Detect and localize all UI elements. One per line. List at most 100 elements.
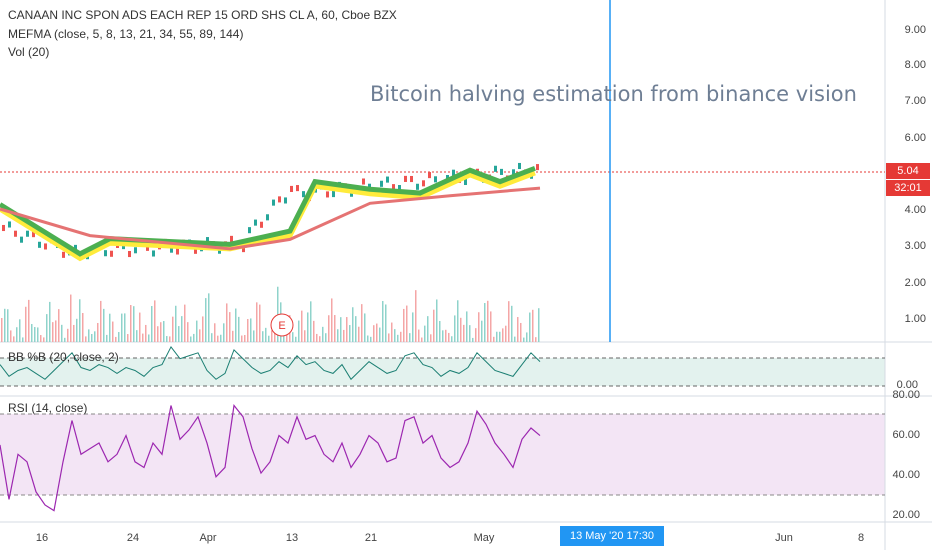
volume-bar (532, 309, 534, 342)
volume-bar (115, 336, 117, 342)
volume-bar (64, 337, 66, 342)
volume-bar (433, 309, 435, 342)
volume-bar (535, 337, 537, 342)
volume-bar (370, 336, 372, 342)
rsi-legend[interactable]: RSI (14, close) (8, 401, 88, 415)
candle (110, 250, 113, 257)
volume-bar (493, 336, 495, 342)
candle (428, 172, 431, 179)
volume-bar (517, 317, 519, 342)
volume-bar (1, 318, 3, 342)
chart-annotation-text[interactable]: Bitcoin halving estimation from binance … (370, 82, 857, 106)
volume-bar (118, 332, 120, 342)
candle (410, 175, 413, 183)
volume-bar (394, 329, 396, 342)
mefma-legend[interactable]: MEFMA (close, 5, 8, 13, 21, 34, 55, 89, … (8, 27, 244, 41)
volume-bar (235, 308, 237, 342)
volume-bar (322, 326, 324, 342)
candle (362, 178, 365, 185)
volume-bar (70, 294, 72, 342)
volume-bar (175, 305, 177, 342)
volume-bar (13, 336, 15, 342)
volume-bar (406, 305, 408, 342)
bb-legend[interactable]: BB %B (20, close, 2) (8, 350, 119, 364)
volume-bar (244, 335, 246, 342)
volume-bar (391, 322, 393, 342)
volume-bar (400, 331, 402, 342)
volume-bar (22, 337, 24, 342)
volume-bar (238, 316, 240, 342)
volume-bar (442, 330, 444, 342)
candle (44, 243, 47, 250)
volume-bar (475, 328, 477, 342)
volume-bar (4, 308, 6, 342)
volume-bar (418, 329, 420, 342)
volume-bar (307, 312, 309, 342)
volume-bar (109, 313, 111, 342)
time-axis-label: 24 (127, 532, 139, 544)
time-axis-label: Jun (775, 532, 793, 544)
volume-bar (343, 329, 345, 342)
volume-bar (121, 313, 123, 342)
symbol-title[interactable]: CANAAN INC SPON ADS EACH REP 15 ORD SHS … (8, 8, 397, 22)
volume-bar (448, 332, 450, 342)
volume-bar (271, 330, 273, 342)
candle (452, 169, 455, 176)
volume-bar (529, 312, 531, 342)
rsi-axis-label: 20.00 (892, 509, 920, 521)
candle (206, 237, 209, 244)
volume-bar (58, 309, 60, 342)
volume-bar (91, 334, 93, 342)
volume-bar (499, 331, 501, 342)
volume-bar (85, 336, 87, 342)
volume-bar (259, 304, 261, 342)
volume-bar (106, 334, 108, 342)
candle (128, 250, 131, 258)
candle (134, 247, 137, 254)
volume-bar (427, 316, 429, 342)
candle (248, 227, 251, 234)
volume-bar (496, 331, 498, 342)
volume-bar (190, 336, 192, 342)
volume-bar (490, 311, 492, 342)
candle (518, 162, 521, 170)
bb-percent-b-line (0, 346, 541, 381)
volume-bar (205, 298, 207, 342)
volume-bar (523, 337, 525, 342)
volume-bar (421, 337, 423, 342)
candle (62, 251, 65, 258)
volume-bar (19, 319, 21, 342)
candle (392, 184, 395, 191)
volume-bar (361, 304, 363, 342)
volume-bar (199, 329, 201, 342)
ma-slow-line (0, 186, 541, 251)
volume-bar (355, 316, 357, 342)
candle (26, 230, 29, 237)
volume-bar (136, 330, 138, 342)
volume-bar (340, 317, 342, 342)
candle (260, 221, 263, 228)
time-axis-label: 13 (286, 532, 298, 544)
volume-bar (505, 325, 507, 342)
earnings-marker-icon[interactable] (270, 313, 294, 337)
candle (278, 196, 281, 203)
volume-bar (466, 311, 468, 342)
volume-bar (514, 336, 516, 342)
volume-bar (31, 324, 33, 342)
volume-bar (298, 320, 300, 342)
volume-bar (208, 293, 210, 342)
volume-bar (265, 327, 267, 342)
volume-bar (127, 334, 129, 342)
volume-legend[interactable]: Vol (20) (8, 45, 50, 59)
volume-bar (304, 330, 306, 342)
candle (14, 230, 17, 237)
volume-bar (154, 300, 156, 342)
volume-bar (439, 320, 441, 342)
candle (152, 250, 155, 257)
volume-bar (412, 312, 414, 342)
volume-bar (424, 325, 426, 342)
volume-bar (55, 320, 57, 342)
candle (242, 246, 245, 253)
volume-bar (274, 332, 276, 342)
